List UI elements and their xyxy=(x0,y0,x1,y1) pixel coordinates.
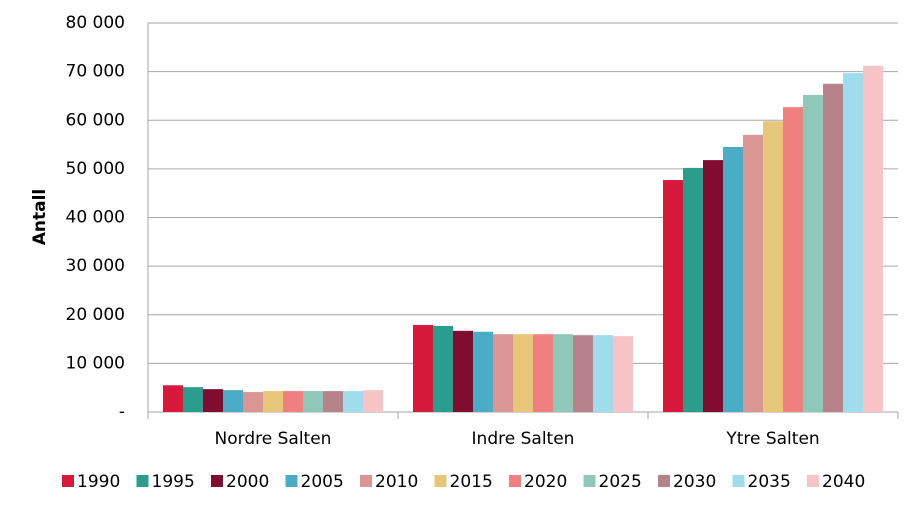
bar xyxy=(863,65,883,412)
legend-swatch xyxy=(732,475,745,487)
bar xyxy=(683,167,703,412)
bar xyxy=(553,334,573,412)
bar xyxy=(473,331,493,412)
bar xyxy=(573,335,593,412)
bar xyxy=(163,385,183,412)
legend-label: 2005 xyxy=(301,472,344,492)
y-tick-label: 50 000 xyxy=(66,159,125,179)
bar xyxy=(243,392,263,412)
bar xyxy=(593,335,613,412)
y-tick-label: 70 000 xyxy=(66,62,125,82)
bar xyxy=(723,146,743,412)
x-tick-label: Indre Salten xyxy=(472,429,575,449)
bar xyxy=(263,391,283,412)
legend-swatch xyxy=(360,475,372,487)
x-tick-label: Ytre Salten xyxy=(725,429,819,449)
legend-label: 2000 xyxy=(226,472,269,492)
y-axis-label: Antall xyxy=(30,189,50,246)
legend-label: 2010 xyxy=(375,472,418,492)
bar xyxy=(323,391,343,412)
legend-swatch xyxy=(658,475,670,487)
bar xyxy=(493,334,513,412)
legend-swatch xyxy=(807,475,819,487)
bar xyxy=(453,330,473,412)
bar xyxy=(433,325,453,412)
bar xyxy=(663,180,683,412)
bar xyxy=(803,94,823,412)
y-tick-label: - xyxy=(119,402,125,422)
legend-swatch xyxy=(583,475,596,487)
legend-label: 2030 xyxy=(673,472,716,492)
bar xyxy=(223,390,243,412)
bar xyxy=(513,334,533,412)
bar xyxy=(363,390,383,412)
bar xyxy=(283,391,303,412)
y-tick-label: 60 000 xyxy=(66,110,125,130)
bar xyxy=(843,73,863,413)
bar xyxy=(343,391,363,412)
legend-label: 2020 xyxy=(524,472,567,492)
bar xyxy=(183,387,203,412)
legend-label: 1990 xyxy=(77,472,120,492)
legend-swatch xyxy=(434,475,447,487)
bar xyxy=(303,391,323,412)
legend-label: 1995 xyxy=(152,472,195,492)
x-tick-label: Nordre Salten xyxy=(215,429,332,449)
y-tick-label: 80 000 xyxy=(66,13,125,33)
y-tick-label: 20 000 xyxy=(66,305,125,325)
legend-swatch xyxy=(136,475,149,487)
bar xyxy=(613,336,633,412)
y-tick-label: 10 000 xyxy=(66,353,125,373)
bar xyxy=(783,107,803,412)
bar xyxy=(823,83,843,412)
bar xyxy=(703,160,723,412)
legend-swatch xyxy=(62,475,74,487)
bar xyxy=(763,121,783,412)
legend-label: 2035 xyxy=(748,472,791,492)
bar xyxy=(743,134,763,412)
legend-label: 2015 xyxy=(450,472,493,492)
bar xyxy=(413,324,433,412)
legend-swatch xyxy=(211,475,223,487)
legend-swatch xyxy=(509,475,521,487)
bar xyxy=(533,334,553,412)
y-tick-label: 30 000 xyxy=(66,256,125,276)
legend-label: 2040 xyxy=(822,472,865,492)
legend-label: 2025 xyxy=(599,472,642,492)
legend-swatch xyxy=(285,475,298,487)
bar xyxy=(203,389,223,412)
y-tick-label: 40 000 xyxy=(66,208,125,228)
